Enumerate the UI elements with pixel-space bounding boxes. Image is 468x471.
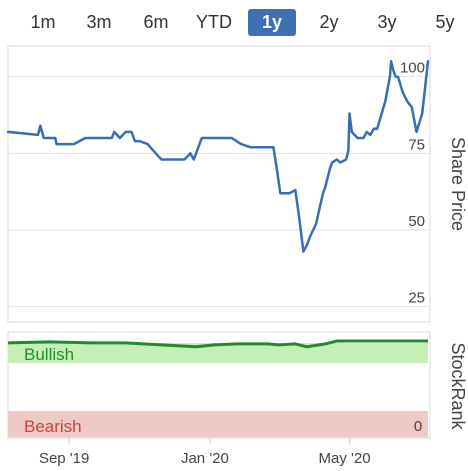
tab-6m[interactable]: 6m bbox=[143, 12, 169, 32]
x-tick-labels: Sep '19 Jan '20 May '20 bbox=[39, 438, 371, 467]
tab-1m[interactable]: 1m bbox=[30, 12, 56, 32]
tab-3y[interactable]: 3y bbox=[377, 12, 397, 32]
rank-axis-label: StockRank bbox=[448, 342, 468, 430]
x-tick-label: Sep '19 bbox=[39, 450, 89, 467]
bearish-label: Bearish bbox=[24, 417, 82, 436]
price-tick-label: 75 bbox=[408, 136, 425, 153]
tab-3m[interactable]: 3m bbox=[86, 12, 112, 32]
price-tick-labels: 25 50 75 100 bbox=[400, 60, 425, 307]
bullish-band bbox=[8, 343, 428, 363]
price-tick-label: 25 bbox=[408, 290, 425, 307]
x-tick-label: Jan '20 bbox=[181, 450, 229, 467]
tab-5y[interactable]: 5y bbox=[435, 12, 455, 32]
tab-ytd[interactable]: YTD bbox=[196, 12, 232, 32]
bearish-band bbox=[8, 411, 428, 437]
tab-2y[interactable]: 2y bbox=[319, 12, 339, 32]
price-axis-label: Share Price bbox=[448, 137, 468, 231]
price-gridlines bbox=[8, 76, 430, 308]
bullish-label: Bullish bbox=[24, 345, 74, 364]
price-tick-label: 50 bbox=[408, 213, 425, 230]
rank-tick-0: 0 bbox=[414, 418, 422, 435]
price-line bbox=[6, 60, 430, 253]
tab-1y[interactable]: 1y bbox=[248, 9, 296, 36]
price-plot-area bbox=[7, 45, 431, 323]
range-tab-bar: 1m 3m 6m YTD 1y 2y 3y 5y bbox=[0, 0, 468, 44]
price-tick-label: 100 bbox=[400, 60, 425, 77]
x-tick-label: May '20 bbox=[319, 450, 371, 467]
stockrank-line bbox=[7, 339, 428, 349]
